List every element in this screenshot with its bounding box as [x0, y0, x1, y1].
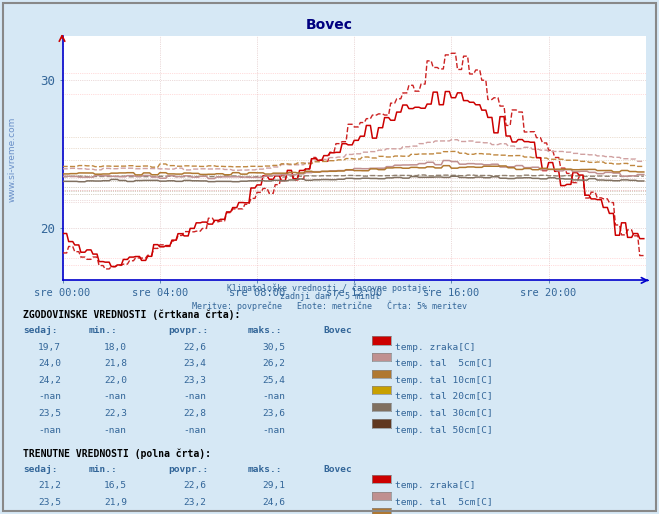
Text: min.:: min.:	[89, 465, 118, 474]
Text: temp. zraka[C]: temp. zraka[C]	[395, 481, 476, 490]
Text: -nan: -nan	[262, 426, 285, 435]
Text: sedaj:: sedaj:	[23, 326, 57, 335]
Text: TRENUTNE VREDNOSTI (polna črta):: TRENUTNE VREDNOSTI (polna črta):	[23, 448, 211, 458]
Text: 25,4: 25,4	[262, 376, 285, 385]
Text: temp. tal 10cm[C]: temp. tal 10cm[C]	[395, 376, 493, 385]
Text: 21,2: 21,2	[38, 481, 61, 490]
Text: 22,6: 22,6	[183, 481, 206, 490]
Text: -nan: -nan	[183, 426, 206, 435]
Text: 22,0: 22,0	[104, 376, 127, 385]
Text: 19,7: 19,7	[38, 343, 61, 352]
Text: temp. tal 30cm[C]: temp. tal 30cm[C]	[395, 409, 493, 418]
Text: -nan: -nan	[38, 426, 61, 435]
Text: 23,3: 23,3	[183, 376, 206, 385]
Text: 23,5: 23,5	[38, 409, 61, 418]
Text: povpr.:: povpr.:	[168, 326, 208, 335]
Text: 16,5: 16,5	[104, 481, 127, 490]
Text: Meritve: povprečne   Enote: metrične   Črta: 5% meritev: Meritve: povprečne Enote: metrične Črta:…	[192, 300, 467, 310]
Text: 29,1: 29,1	[262, 481, 285, 490]
Text: Bovec: Bovec	[323, 465, 352, 474]
Text: sedaj:: sedaj:	[23, 465, 57, 474]
Text: 22,6: 22,6	[183, 343, 206, 352]
Text: 23,4: 23,4	[183, 359, 206, 368]
Text: maks.:: maks.:	[247, 326, 281, 335]
Text: maks.:: maks.:	[247, 465, 281, 474]
Text: Klimatološke vrednosti / časovne postaje:: Klimatološke vrednosti / časovne postaje…	[227, 284, 432, 293]
Text: Bovec: Bovec	[306, 18, 353, 32]
Text: 22,3: 22,3	[104, 409, 127, 418]
Text: temp. tal  5cm[C]: temp. tal 5cm[C]	[395, 359, 493, 368]
Text: temp. tal 20cm[C]: temp. tal 20cm[C]	[395, 393, 493, 401]
Text: -nan: -nan	[183, 393, 206, 401]
Text: www.si-vreme.com: www.si-vreme.com	[7, 117, 16, 202]
Text: 24,0: 24,0	[38, 359, 61, 368]
Text: povpr.:: povpr.:	[168, 465, 208, 474]
Text: -nan: -nan	[104, 393, 127, 401]
Text: -nan: -nan	[262, 393, 285, 401]
Text: 26,2: 26,2	[262, 359, 285, 368]
Text: 24,6: 24,6	[262, 498, 285, 507]
Text: temp. tal  5cm[C]: temp. tal 5cm[C]	[395, 498, 493, 507]
Text: -nan: -nan	[104, 426, 127, 435]
Text: Bovec: Bovec	[323, 326, 352, 335]
Text: 23,6: 23,6	[262, 409, 285, 418]
Text: 23,2: 23,2	[183, 498, 206, 507]
Text: ZGODOVINSKE VREDNOSTI (črtkana črta):: ZGODOVINSKE VREDNOSTI (črtkana črta):	[23, 309, 241, 320]
Text: -nan: -nan	[38, 393, 61, 401]
Text: 21,8: 21,8	[104, 359, 127, 368]
Text: 30,5: 30,5	[262, 343, 285, 352]
Text: 22,8: 22,8	[183, 409, 206, 418]
Text: zadnji dan / 5 minut: zadnji dan / 5 minut	[279, 292, 380, 301]
Text: 23,5: 23,5	[38, 498, 61, 507]
Text: temp. tal 50cm[C]: temp. tal 50cm[C]	[395, 426, 493, 435]
Text: min.:: min.:	[89, 326, 118, 335]
Text: 21,9: 21,9	[104, 498, 127, 507]
Text: temp. zraka[C]: temp. zraka[C]	[395, 343, 476, 352]
Text: 24,2: 24,2	[38, 376, 61, 385]
Text: 18,0: 18,0	[104, 343, 127, 352]
